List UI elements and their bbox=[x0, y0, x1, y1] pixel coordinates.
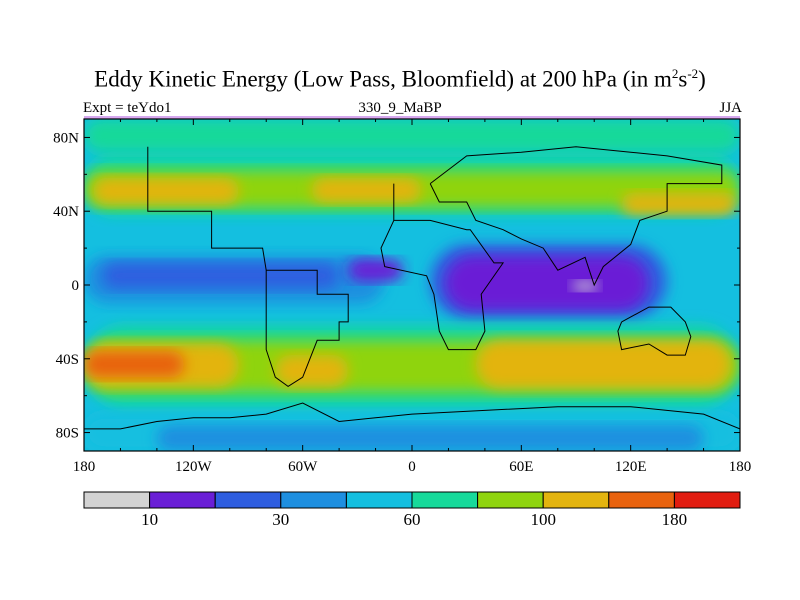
eke-region bbox=[102, 262, 340, 289]
coastline bbox=[84, 402, 740, 430]
y-tick-label: 80N bbox=[53, 130, 79, 146]
coastline bbox=[429, 146, 723, 287]
y-tick-label: 40S bbox=[56, 352, 79, 368]
eke-region bbox=[444, 255, 649, 311]
colorbar-label: 100 bbox=[530, 510, 556, 529]
experiment-label: Expt = teYdo1 bbox=[83, 100, 172, 116]
eke-region bbox=[572, 281, 598, 291]
colorbar-label: 60 bbox=[404, 510, 421, 529]
colorbar-label: 180 bbox=[662, 510, 688, 529]
season-label: JJA bbox=[719, 100, 742, 116]
colorbar-box bbox=[214, 491, 282, 509]
eke-region bbox=[621, 192, 737, 215]
eke-region bbox=[156, 425, 704, 451]
coastlines bbox=[84, 146, 740, 430]
colorbar-box bbox=[477, 491, 544, 509]
eke-region bbox=[348, 259, 403, 282]
chart-title: Eddy Kinetic Energy (Low Pass, Bloomfiel… bbox=[94, 66, 706, 92]
x-tick-label: 180 bbox=[729, 459, 752, 475]
y-tick-label: 80S bbox=[56, 426, 79, 442]
top-edge-band bbox=[84, 116, 740, 119]
colorbar-box bbox=[149, 491, 216, 509]
colorbar-box bbox=[542, 491, 610, 509]
colorbar-box bbox=[345, 491, 413, 509]
colorbar-label: 30 bbox=[272, 510, 289, 529]
x-tick-label: 180 bbox=[73, 459, 96, 475]
colorbar-box bbox=[673, 491, 741, 509]
colorbar-box bbox=[411, 491, 479, 509]
colorbar-label: 10 bbox=[141, 510, 158, 529]
colorbar-box bbox=[83, 491, 151, 509]
x-tick-label: 60W bbox=[288, 459, 318, 475]
period-label: 330_9_MaBP bbox=[358, 100, 442, 116]
eke-region bbox=[475, 340, 731, 389]
eke-region bbox=[275, 355, 349, 387]
y-tick-label: 0 bbox=[72, 278, 80, 294]
coastline bbox=[380, 183, 505, 351]
eke-field bbox=[84, 119, 740, 451]
x-tick-label: 120E bbox=[615, 459, 647, 475]
colorbar-box bbox=[608, 491, 675, 509]
x-tick-label: 60E bbox=[509, 459, 533, 475]
x-tick-label: 0 bbox=[408, 459, 416, 475]
x-tick-label: 120W bbox=[175, 459, 213, 475]
eke-region bbox=[311, 178, 422, 202]
eke-region bbox=[84, 351, 185, 378]
eke-region bbox=[84, 119, 740, 153]
eke-region bbox=[93, 178, 239, 204]
coastline bbox=[147, 146, 349, 388]
colorbar-box bbox=[280, 491, 347, 509]
coastline bbox=[617, 306, 692, 356]
y-tick-label: 40N bbox=[53, 204, 79, 220]
